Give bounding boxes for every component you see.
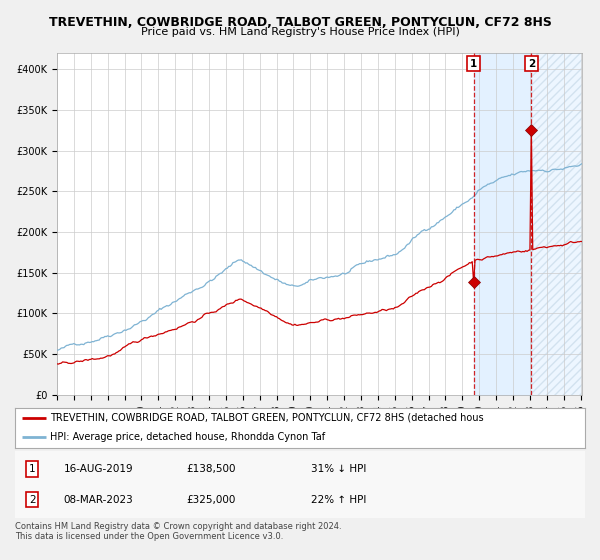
Text: 2: 2	[528, 59, 535, 69]
Text: 16-AUG-2019: 16-AUG-2019	[64, 464, 133, 474]
Text: 2: 2	[29, 495, 35, 505]
Text: Price paid vs. HM Land Registry's House Price Index (HPI): Price paid vs. HM Land Registry's House …	[140, 27, 460, 38]
Text: £138,500: £138,500	[186, 464, 235, 474]
Text: 31% ↓ HPI: 31% ↓ HPI	[311, 464, 367, 474]
Text: HPI: Average price, detached house, Rhondda Cynon Taf: HPI: Average price, detached house, Rhon…	[50, 432, 325, 442]
Text: 22% ↑ HPI: 22% ↑ HPI	[311, 495, 367, 505]
Text: TREVETHIN, COWBRIDGE ROAD, TALBOT GREEN, PONTYCLUN, CF72 8HS (detached hous: TREVETHIN, COWBRIDGE ROAD, TALBOT GREEN,…	[50, 413, 484, 423]
Text: 08-MAR-2023: 08-MAR-2023	[64, 495, 133, 505]
Text: 1: 1	[29, 464, 35, 474]
Text: £325,000: £325,000	[186, 495, 235, 505]
Text: TREVETHIN, COWBRIDGE ROAD, TALBOT GREEN, PONTYCLUN, CF72 8HS: TREVETHIN, COWBRIDGE ROAD, TALBOT GREEN,…	[49, 16, 551, 29]
Text: 1: 1	[470, 59, 477, 69]
Text: Contains HM Land Registry data © Crown copyright and database right 2024.
This d: Contains HM Land Registry data © Crown c…	[15, 522, 341, 542]
